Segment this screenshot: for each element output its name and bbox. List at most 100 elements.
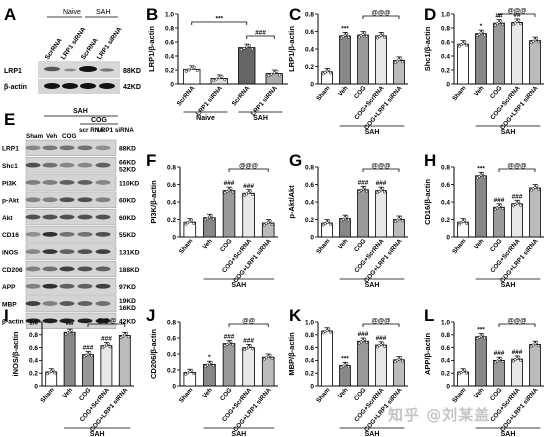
blot-band xyxy=(95,197,111,203)
x-tick-label: Sham xyxy=(315,237,332,255)
data-point xyxy=(272,71,276,75)
panel-h: H 0 0.2 0.4 0.6 0.8 CD16/β-actin Sham *** Veh ### C… xyxy=(423,151,544,289)
y-tick-label: 0.6 xyxy=(167,335,176,342)
bar xyxy=(393,59,405,85)
bracket-label: @@@ xyxy=(239,163,258,170)
y-tick-label: 0.8 xyxy=(167,319,176,326)
x-tick-label: COG xyxy=(353,85,368,101)
group-label-sah-e: SAH xyxy=(73,108,88,115)
data-point xyxy=(229,340,233,344)
data-point xyxy=(517,200,521,204)
x-tick-label: COG xyxy=(78,387,93,403)
y-tick-label: 0 xyxy=(446,234,450,241)
data-point xyxy=(481,333,485,337)
data-point xyxy=(363,337,367,341)
data-point xyxy=(363,186,367,190)
data-point xyxy=(535,184,539,188)
blot-band xyxy=(77,180,93,185)
y-tick-label: 0.8 xyxy=(441,25,450,32)
bar xyxy=(493,206,505,238)
significance-mark: ## xyxy=(513,12,521,19)
blot-band xyxy=(42,180,58,185)
data-point xyxy=(268,353,272,357)
group-label: SAH xyxy=(231,431,246,437)
data-point xyxy=(483,175,487,179)
bar xyxy=(82,354,94,387)
y-tick-label: 0.6 xyxy=(29,345,38,352)
bar xyxy=(118,335,131,387)
bar xyxy=(357,34,369,85)
data-point xyxy=(483,336,487,340)
y-tick-label: 0.4 xyxy=(441,53,450,60)
bracket-label: @@@ xyxy=(371,318,390,325)
group-label: SAH xyxy=(501,282,516,289)
blot-band xyxy=(59,214,75,220)
data-point xyxy=(365,189,369,193)
data-point xyxy=(207,215,211,219)
x-tick-label: Veh xyxy=(473,85,486,98)
y-tick-label: 0.4 xyxy=(441,358,450,365)
x-tick-label: Veh xyxy=(473,387,486,400)
data-point xyxy=(266,220,270,224)
data-point xyxy=(88,351,92,355)
data-point xyxy=(209,214,213,218)
group-label: SAH xyxy=(501,431,516,437)
y-tick-label: 0.2 xyxy=(29,371,38,378)
data-point xyxy=(229,187,233,190)
x-tick-label: COG+LRP1 siRNA xyxy=(232,237,273,284)
data-point xyxy=(108,345,112,349)
blot-band xyxy=(25,249,41,255)
data-point xyxy=(401,219,405,223)
y-tick-label: 0.2 xyxy=(441,217,450,224)
significance-mark: *** xyxy=(341,25,349,32)
y-tick-label: 0.6 xyxy=(441,182,450,189)
blot-band xyxy=(25,266,41,272)
blot-band xyxy=(77,318,93,324)
blot-a xyxy=(38,61,120,94)
data-point xyxy=(209,361,213,364)
bracket-label: @@@ xyxy=(371,163,390,170)
data-point xyxy=(501,360,505,364)
data-point xyxy=(212,79,216,82)
data-point xyxy=(345,215,349,218)
row-label-e: MBP xyxy=(2,301,17,308)
panel-a: A Naive SAH ScrRNA LRP1 siRNA ScrRNA LRP… xyxy=(4,5,141,94)
data-point xyxy=(192,222,196,225)
data-point xyxy=(190,67,194,71)
data-point xyxy=(193,65,196,69)
y-tick-label: 0.8 xyxy=(305,164,314,171)
data-point xyxy=(217,76,221,80)
bracket-label: @@@ xyxy=(507,318,526,325)
y-axis-label: CD206/β-actin xyxy=(149,329,158,379)
data-point xyxy=(381,187,385,190)
y-tick-label: 1.0 xyxy=(441,319,450,326)
data-point xyxy=(186,221,190,225)
significance-mark: ### xyxy=(512,349,523,356)
data-point xyxy=(383,344,387,348)
data-point xyxy=(463,368,467,372)
data-point xyxy=(249,344,253,348)
data-point xyxy=(270,72,273,76)
x-tick-label: Veh xyxy=(201,238,214,251)
y-tick-label: 0.4 xyxy=(167,351,176,358)
kd-label-e: 88KD xyxy=(119,146,136,153)
x-tick-label: Veh xyxy=(337,85,350,98)
bracket-label: @@ xyxy=(242,318,255,325)
blot-band xyxy=(25,301,41,306)
blot-band xyxy=(59,318,75,324)
blot-band xyxy=(42,266,58,272)
blot-band xyxy=(95,162,111,168)
data-point xyxy=(383,35,387,39)
panel-letter-b: B xyxy=(146,5,158,24)
y-tick-label: 0.8 xyxy=(305,332,314,339)
group-label-sah: SAH xyxy=(96,9,110,16)
panel-letter-d: D xyxy=(424,5,436,24)
data-point xyxy=(192,372,196,376)
x-tick-label: COG xyxy=(489,387,504,403)
data-point xyxy=(345,362,349,366)
lane-label-e-1: Sham xyxy=(26,133,44,140)
data-point xyxy=(278,73,282,77)
blot-band xyxy=(59,249,75,255)
